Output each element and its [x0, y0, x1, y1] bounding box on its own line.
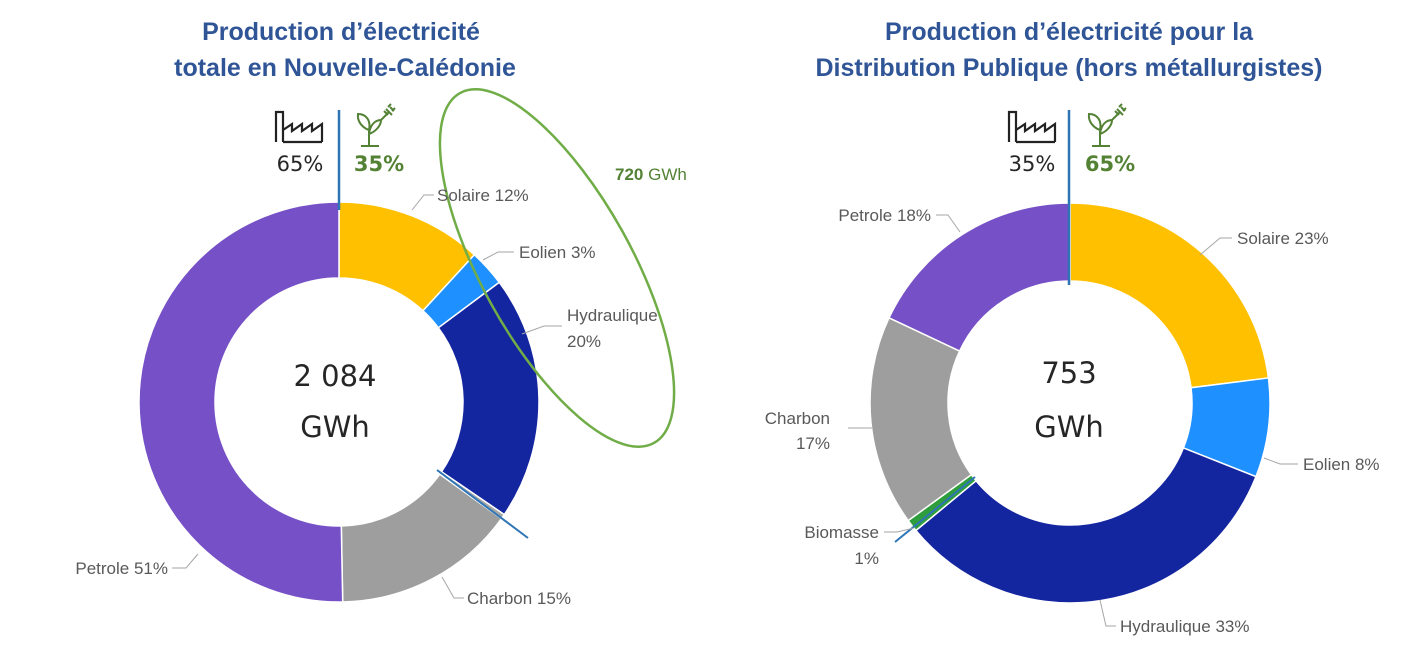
- leader-line-right-hydraulique: [1099, 599, 1116, 627]
- plant-plug-icon: [1087, 103, 1127, 147]
- leader-line-left-solaire: [411, 194, 434, 211]
- chart-right: Production d’électricité pour la Distrib…: [765, 18, 1380, 636]
- leader-line-right-eolien: [1263, 457, 1298, 465]
- slice-label-right-eolien: Eolien 8%: [1303, 455, 1380, 474]
- pie-slice-right-petrole: [888, 202, 1071, 353]
- chart-right-center-unit: GWh: [1034, 410, 1104, 444]
- chart-left-title-line2: totale en Nouvelle-Calédonie: [174, 54, 516, 82]
- slice-label-left-hydraulique-l2: 20%: [567, 332, 601, 351]
- slice-label-left-solaire: Solaire 12%: [437, 186, 529, 205]
- plant-plug-icon: [356, 103, 396, 147]
- factory-icon: [1007, 110, 1057, 144]
- slice-label-right-solaire: Solaire 23%: [1237, 229, 1329, 248]
- chart-left-donut: [138, 201, 540, 603]
- chart-right-title-line1: Production d’électricité pour la: [885, 18, 1254, 46]
- slice-label-left-petrole: Petrole 51%: [75, 559, 168, 578]
- leader-line-right-petrole: [936, 214, 961, 233]
- slice-label-right-petrole: Petrole 18%: [838, 206, 931, 225]
- slice-label-right-biomasse-l2: 1%: [854, 549, 879, 568]
- pie-slice-left-petrole: [138, 201, 344, 603]
- slice-label-right-charbon-l1: Charbon: [765, 409, 830, 428]
- renewable-callout-unit: GWh: [648, 165, 687, 184]
- renewable-highlight-ellipse: [438, 88, 676, 448]
- chart-left-fossil-share: 65%: [277, 152, 324, 176]
- slice-label-left-hydraulique-l1: Hydraulique: [567, 306, 658, 325]
- slice-label-right-charbon-l2: 17%: [796, 434, 830, 453]
- leader-line-left-petrole: [172, 553, 199, 569]
- chart-right-fossil-share: 35%: [1009, 152, 1056, 176]
- chart-left-boundary-line: [436, 469, 529, 539]
- pie-slice-right-hydraulique: [914, 446, 1257, 604]
- leader-line-left-eolien: [482, 251, 514, 261]
- leader-line-left-hydraulique: [521, 325, 562, 335]
- chart-left-center-value: 2 084: [293, 359, 376, 393]
- renewable-callout: 720 GWh: [615, 165, 687, 184]
- slice-label-left-charbon: Charbon 15%: [467, 589, 571, 608]
- leader-line-right-solaire: [1199, 237, 1232, 256]
- chart-right-donut: [869, 202, 1271, 604]
- leader-line-right-biomasse: [884, 527, 915, 533]
- chart-right-renewable-share: 65%: [1085, 152, 1135, 176]
- slice-label-left-eolien: Eolien 3%: [519, 243, 596, 262]
- chart-left-renewable-share: 35%: [354, 152, 404, 176]
- chart-right-boundary-line: [894, 476, 976, 543]
- slice-label-right-hydraulique: Hydraulique 33%: [1120, 617, 1249, 636]
- chart-left: Production d’électricité totale en Nouve…: [75, 18, 687, 608]
- leader-line-left-charbon: [441, 576, 464, 599]
- chart-right-center-value: 753: [1041, 356, 1096, 390]
- chart-left-center-unit: GWh: [300, 410, 370, 444]
- renewable-callout-number: 720: [615, 165, 643, 184]
- chart-right-title-line2: Distribution Publique (hors métallurgist…: [816, 54, 1323, 82]
- pie-slice-right-solaire: [1069, 202, 1270, 389]
- factory-icon: [274, 110, 324, 144]
- chart-left-title-line1: Production d’électricité: [202, 18, 480, 46]
- slice-label-right-biomasse-l1: Biomasse: [804, 523, 879, 542]
